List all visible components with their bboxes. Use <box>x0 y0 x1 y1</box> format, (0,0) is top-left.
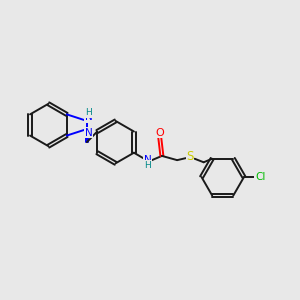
Text: S: S <box>186 151 194 164</box>
Text: N: N <box>144 155 152 165</box>
Text: H: H <box>85 108 92 117</box>
Text: Cl: Cl <box>255 172 265 182</box>
Text: N: N <box>85 112 92 122</box>
Text: N: N <box>85 128 92 138</box>
Text: O: O <box>155 128 164 138</box>
Text: H: H <box>144 160 151 169</box>
